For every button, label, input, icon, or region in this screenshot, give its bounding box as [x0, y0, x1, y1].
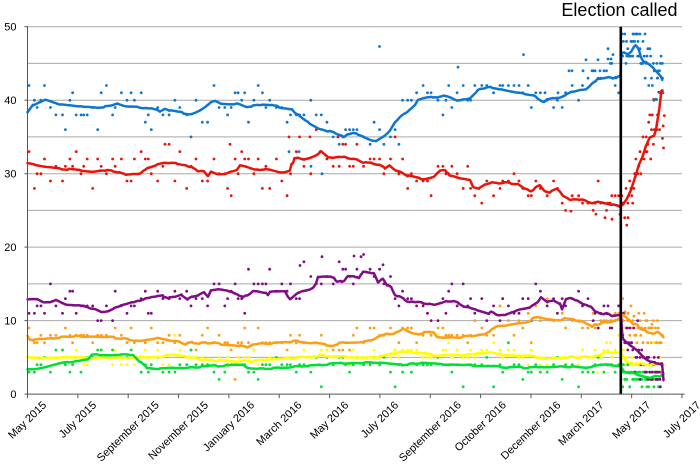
svg-text:0: 0 [10, 389, 16, 401]
svg-text:Election called: Election called [561, 0, 677, 20]
svg-text:40: 40 [4, 95, 16, 107]
svg-text:50: 50 [4, 22, 16, 34]
svg-text:20: 20 [4, 242, 16, 254]
svg-text:30: 30 [4, 169, 16, 181]
svg-text:10: 10 [4, 316, 16, 328]
